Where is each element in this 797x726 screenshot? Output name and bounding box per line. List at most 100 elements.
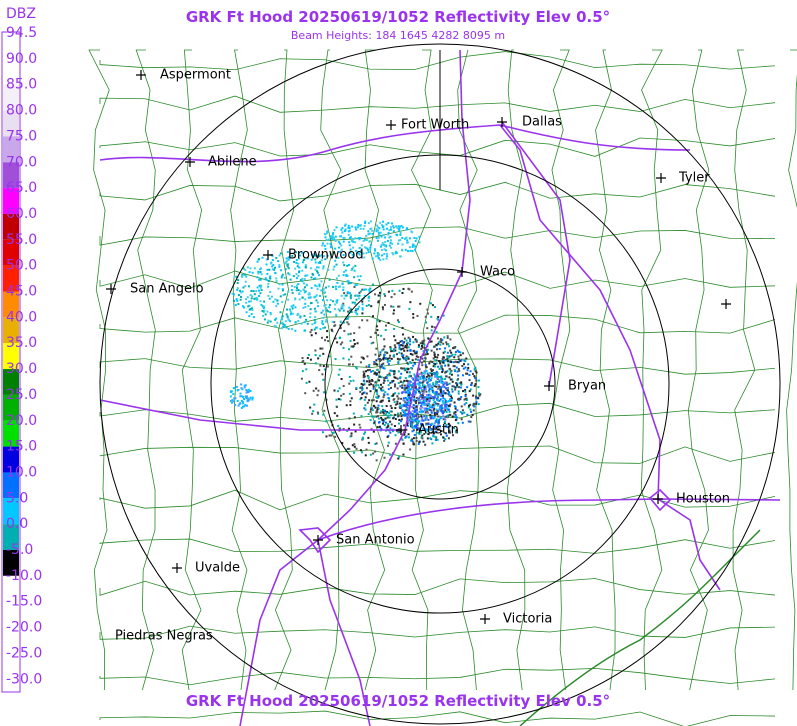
echo — [399, 385, 402, 388]
echo — [464, 360, 467, 363]
echo — [450, 361, 453, 364]
echo — [353, 285, 356, 288]
echo — [447, 364, 450, 367]
echo — [284, 320, 287, 323]
echo — [461, 421, 464, 424]
echo — [230, 390, 233, 393]
echo — [247, 391, 250, 394]
echo — [378, 425, 381, 428]
echo — [421, 342, 424, 345]
echo — [392, 373, 395, 376]
echo — [324, 320, 327, 323]
echo — [425, 416, 428, 419]
echo — [365, 304, 368, 307]
echo — [422, 385, 425, 388]
echo — [378, 371, 381, 374]
echo — [244, 268, 247, 271]
echo — [386, 255, 389, 258]
echo — [274, 271, 277, 274]
echo — [433, 345, 436, 348]
echo — [377, 407, 380, 410]
echo — [361, 436, 364, 439]
echo — [425, 403, 428, 406]
echo — [390, 305, 393, 308]
echo — [320, 259, 323, 262]
city-marker — [656, 173, 666, 183]
echo — [383, 345, 386, 348]
echo — [429, 428, 432, 431]
echo — [380, 389, 383, 392]
echo — [473, 384, 476, 387]
echo — [335, 406, 338, 409]
echo — [419, 387, 422, 390]
echo — [240, 387, 243, 390]
echo — [344, 223, 347, 226]
echo — [349, 380, 352, 383]
echo — [377, 357, 380, 360]
echo — [438, 340, 441, 343]
echo — [362, 357, 365, 360]
echo — [398, 351, 401, 354]
echo — [343, 264, 346, 267]
echo — [434, 393, 437, 396]
echo — [242, 395, 245, 398]
echo — [421, 397, 424, 400]
echo — [464, 388, 467, 391]
echo — [363, 238, 366, 241]
echo — [453, 401, 456, 404]
echo — [346, 264, 349, 267]
echo — [425, 417, 428, 420]
subtitle: Beam Heights: 184 1645 4282 8095 m — [291, 29, 505, 42]
echo — [314, 284, 317, 287]
echo — [333, 321, 336, 324]
echo — [392, 253, 395, 256]
echo — [409, 394, 412, 397]
echo — [427, 393, 430, 396]
echo — [386, 410, 389, 413]
echo — [314, 326, 317, 329]
echo — [408, 375, 411, 378]
echo — [412, 335, 415, 338]
echo — [409, 384, 412, 387]
echo — [289, 278, 292, 281]
echo — [365, 380, 368, 383]
echo — [457, 361, 460, 364]
echo — [344, 294, 347, 297]
echo — [372, 399, 375, 402]
echo — [357, 236, 360, 239]
legend-label: 65.0 — [6, 180, 37, 196]
echo — [410, 423, 413, 426]
echo — [338, 242, 341, 245]
echo — [451, 385, 454, 388]
echo — [316, 270, 319, 273]
echo — [443, 350, 446, 353]
echo — [402, 354, 405, 357]
echo — [406, 227, 409, 230]
echo — [479, 393, 482, 396]
legend-swatch — [3, 369, 19, 395]
echo — [402, 356, 405, 359]
echo — [430, 329, 433, 332]
echo — [438, 428, 441, 431]
echo — [387, 397, 390, 400]
echo — [341, 307, 344, 310]
city-marker — [136, 70, 146, 80]
city-marker — [653, 494, 663, 504]
echo — [382, 228, 385, 231]
echo — [390, 410, 393, 413]
echo — [295, 261, 298, 264]
echo — [422, 380, 425, 383]
echo — [453, 412, 456, 415]
echo — [336, 414, 339, 417]
range-ring — [99, 43, 781, 725]
echo — [396, 319, 399, 322]
echo — [394, 434, 397, 437]
echo — [432, 424, 435, 427]
echo — [351, 444, 354, 447]
echo — [295, 277, 298, 280]
echo — [235, 275, 238, 278]
echo — [264, 313, 267, 316]
echo — [374, 331, 377, 334]
legend-swatch — [3, 420, 19, 447]
echo — [337, 424, 340, 427]
